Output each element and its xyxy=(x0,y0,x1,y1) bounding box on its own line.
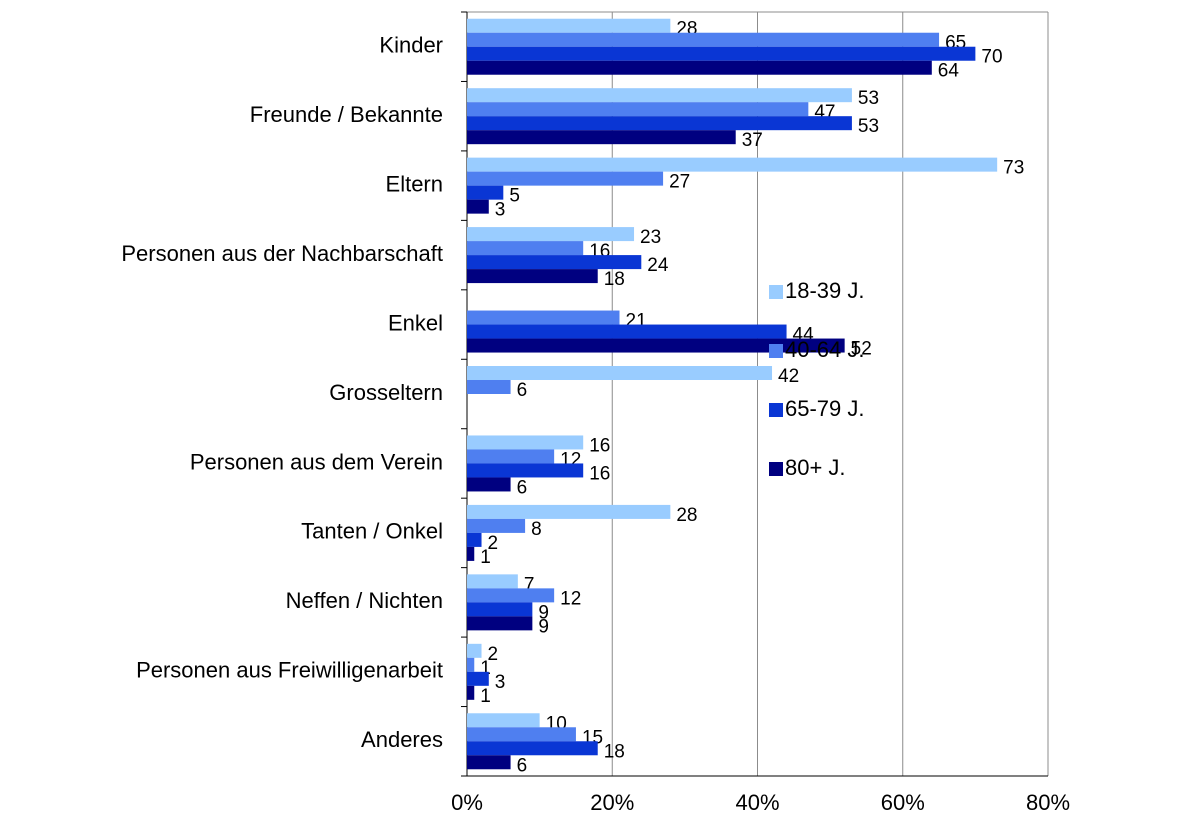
value-label: 2 xyxy=(488,644,499,665)
y-tick-label: Anderes xyxy=(361,727,443,752)
bar xyxy=(467,685,475,700)
bar xyxy=(467,32,940,47)
bar xyxy=(467,657,475,672)
legend-label: 65-79 J. xyxy=(785,396,865,421)
value-label: 8 xyxy=(531,519,542,540)
x-tick-label: 40% xyxy=(735,790,779,815)
value-label: 7 xyxy=(524,574,535,595)
y-tick-label: Kinder xyxy=(379,33,443,58)
bar xyxy=(467,518,526,533)
value-label: 64 xyxy=(938,61,960,82)
bar xyxy=(467,324,787,339)
bar xyxy=(467,588,555,603)
value-label: 2 xyxy=(488,533,499,554)
y-tick-label: Freunde / Bekannte xyxy=(250,102,443,127)
value-label: 27 xyxy=(669,172,690,193)
bar xyxy=(467,755,511,770)
value-label: 1 xyxy=(480,658,491,679)
bar xyxy=(467,643,482,658)
bar xyxy=(467,504,671,519)
bar xyxy=(467,157,998,172)
bar xyxy=(467,171,664,186)
bar xyxy=(467,477,511,492)
bar xyxy=(467,88,852,103)
value-label: 28 xyxy=(676,505,697,526)
bar xyxy=(467,574,518,589)
value-label: 9 xyxy=(538,602,549,623)
bar xyxy=(467,338,845,353)
value-label: 53 xyxy=(858,88,879,109)
bar xyxy=(467,546,475,561)
y-tick-label: Eltern xyxy=(386,171,443,196)
legend-label: 18-39 J. xyxy=(785,278,865,303)
bar xyxy=(467,532,482,547)
bar xyxy=(467,116,852,131)
bar xyxy=(467,366,773,380)
y-tick-label: Tanten / Onkel xyxy=(301,519,443,544)
bar xyxy=(467,18,671,33)
value-label: 24 xyxy=(647,255,669,276)
value-label: 70 xyxy=(981,47,1002,68)
bar xyxy=(467,435,584,450)
y-tick-label: Neffen / Nichten xyxy=(286,588,443,613)
value-label: 18 xyxy=(604,741,625,762)
value-label: 16 xyxy=(589,463,610,484)
value-label: 6 xyxy=(517,477,528,498)
value-label: 1 xyxy=(480,547,491,568)
value-label: 42 xyxy=(778,366,799,387)
legend-swatch xyxy=(769,344,783,358)
bar xyxy=(467,380,511,394)
x-tick-label: 20% xyxy=(590,790,634,815)
bar xyxy=(467,199,489,214)
bar xyxy=(467,463,584,478)
value-label: 3 xyxy=(495,672,506,693)
value-label: 6 xyxy=(517,755,528,776)
legend-label: 80+ J. xyxy=(785,455,846,480)
x-tick-label: 0% xyxy=(451,790,483,815)
bar xyxy=(467,727,576,742)
value-label: 73 xyxy=(1003,158,1024,179)
bar xyxy=(467,269,598,284)
value-label: 3 xyxy=(495,200,506,221)
bar xyxy=(467,227,635,242)
bar xyxy=(467,102,809,117)
legend-swatch xyxy=(769,285,783,299)
bar xyxy=(467,616,533,631)
y-tick-label: Personen aus dem Verein xyxy=(190,449,443,474)
bar xyxy=(467,241,584,256)
x-tick-label: 60% xyxy=(881,790,925,815)
y-tick-label: Personen aus der Nachbarschaft xyxy=(121,241,443,266)
value-label: 1 xyxy=(480,686,491,707)
y-tick-label: Personen aus Freiwilligenarbeit xyxy=(136,658,443,683)
bar xyxy=(467,741,598,756)
value-label: 52 xyxy=(851,339,872,360)
value-label: 37 xyxy=(742,130,763,151)
y-tick-label: Enkel xyxy=(388,310,443,335)
bar xyxy=(467,60,932,75)
bar xyxy=(467,671,489,686)
value-label: 18 xyxy=(604,269,625,290)
value-label: 53 xyxy=(858,116,879,137)
value-label: 12 xyxy=(560,588,581,609)
legend-swatch xyxy=(769,403,783,417)
bar xyxy=(467,602,533,617)
bar xyxy=(467,46,976,61)
x-tick-label: 80% xyxy=(1026,790,1070,815)
value-label: 23 xyxy=(640,227,661,248)
value-label: 9 xyxy=(538,616,549,637)
legend-label: 40-64 J. xyxy=(785,337,865,362)
legend-swatch xyxy=(769,462,783,476)
bar xyxy=(467,130,736,145)
y-tick-label: Grosseltern xyxy=(329,380,443,405)
value-label: 5 xyxy=(509,186,520,207)
bar xyxy=(467,713,540,728)
bar xyxy=(467,185,504,200)
value-label: 16 xyxy=(589,435,610,456)
bar xyxy=(467,449,555,464)
value-label: 6 xyxy=(517,380,528,401)
bar xyxy=(467,310,620,325)
bar xyxy=(467,255,642,270)
